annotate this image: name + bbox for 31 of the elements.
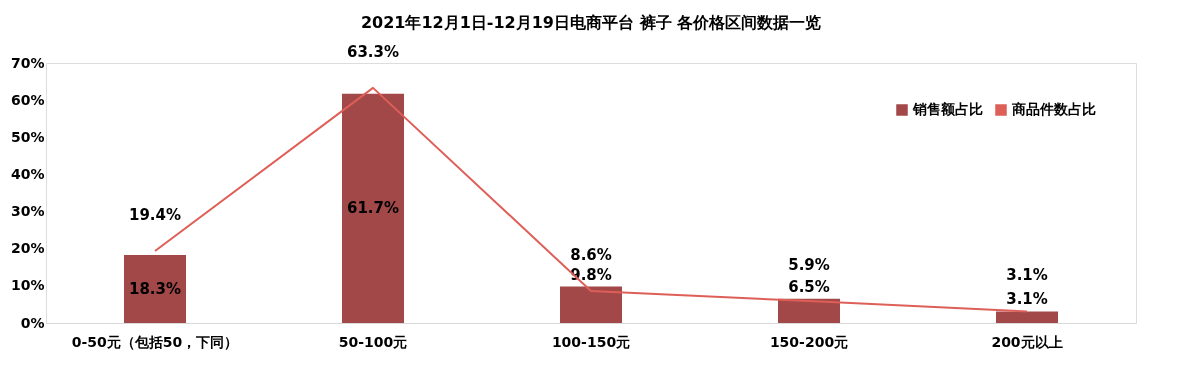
text: 18.3% <box>128 280 182 299</box>
y-tick-label: 0% <box>20 314 45 331</box>
x-tick-label: 0-50元（包括50，下同） <box>71 333 239 350</box>
y-tick-label: 40% <box>10 165 45 182</box>
text: 8.6% <box>570 246 612 265</box>
text: 63.3% <box>346 42 400 61</box>
text: 3.1% <box>1006 290 1048 309</box>
y-tick-label: 60% <box>10 91 45 108</box>
x-tick-label: 200元以上 <box>991 333 1063 350</box>
legend-label: 销售额占比 <box>912 101 983 117</box>
bar <box>342 93 404 323</box>
bar <box>778 298 840 323</box>
y-tick-label: 50% <box>10 128 45 145</box>
bar <box>124 255 186 323</box>
y-tick-label: 20% <box>10 240 45 257</box>
y-tick-label: 70% <box>10 54 45 71</box>
text: 19.4% <box>128 205 182 224</box>
text: 9.8% <box>570 265 612 284</box>
text: 6.5% <box>788 277 830 296</box>
bar <box>996 311 1058 323</box>
text: 3.1% <box>1006 266 1048 285</box>
x-tick-label: 100-150元 <box>551 333 631 350</box>
bar <box>560 286 622 323</box>
y-tick-label: 30% <box>10 203 45 220</box>
y-tick-label: 10% <box>10 277 45 294</box>
x-tick-label: 50-100元 <box>338 333 408 350</box>
text: 5.9% <box>788 256 830 275</box>
chart-title: 2021年12月1日-12月19日电商平台 裤子 各价格区间数据一览 <box>360 12 822 32</box>
legend-label: 商品件数占比 <box>1011 101 1096 117</box>
x-tick-label: 150-200元 <box>769 333 849 350</box>
text: 61.7% <box>346 199 400 218</box>
